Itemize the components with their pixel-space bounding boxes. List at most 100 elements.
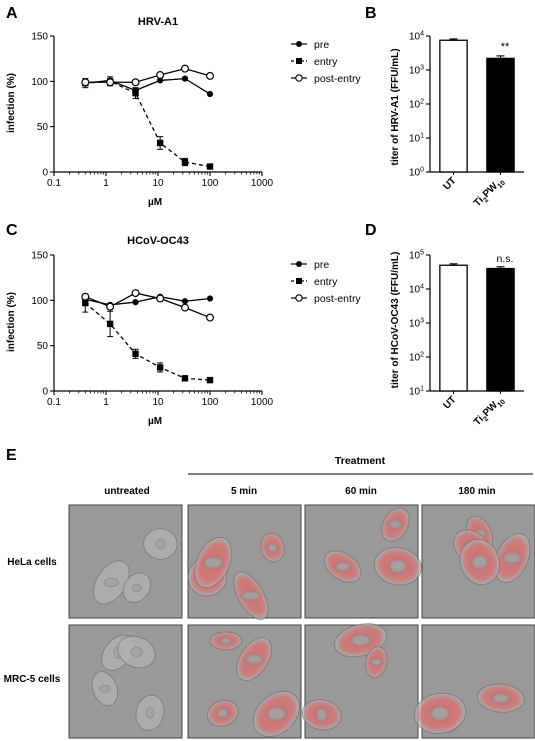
bar-Ti2PW10 (486, 267, 515, 392)
cell-nucleus (267, 543, 278, 552)
titer-bar-chart-b: titer of HRV-A1 (FFU/mL) ** 100101102103… (390, 31, 524, 210)
data-point-entry (132, 89, 139, 97)
y-tick-label: 150 (31, 32, 48, 43)
x-tick-label: 10 (152, 397, 164, 408)
subscript: 2 (482, 196, 490, 204)
legend-label-pre: pre (314, 39, 329, 51)
column-label-untreated: untreated (104, 486, 150, 497)
y-tick-label: 104 (409, 31, 424, 43)
data-point-post-entry (81, 292, 90, 301)
legend-marker-post-entry (295, 74, 303, 82)
chart-b-significance: ** (501, 41, 510, 53)
legend-label-post-entry: post-entry (314, 293, 361, 305)
data-point-entry (82, 299, 89, 307)
micrograph-untreated (68, 624, 183, 739)
data-point-post-entry (106, 302, 115, 311)
data-point-post-entry (131, 78, 140, 87)
chart-a-title: HRV-A1 (138, 16, 178, 28)
chart-a-axes: 0 50 100 150 0.1 1 10 100 1000 (31, 32, 273, 190)
micrograph-treated (187, 504, 302, 620)
bar-Ti2PW10 (486, 57, 515, 173)
y-tick-exponent: 4 (420, 284, 424, 291)
row-label-mrc5: MRC-5 cells (4, 674, 61, 685)
cell-nucleus (219, 637, 232, 645)
data-point-pre (206, 90, 214, 98)
data-point-entry (206, 163, 214, 170)
treatment-label: Treatment (335, 455, 386, 467)
chart-b-ylabel: titer of HRV-A1 (FFU/mL) (390, 48, 401, 165)
micrograph-treated (421, 504, 535, 619)
cell-nucleus (130, 647, 143, 657)
subscript: 10 (497, 180, 508, 191)
y-tick-exponent: 5 (420, 250, 424, 257)
cell-nucleus (350, 634, 371, 647)
micrograph-treated (304, 504, 422, 619)
cell-nucleus (316, 707, 328, 722)
cell-nucleus (245, 654, 263, 665)
y-tick-exponent: 0 (420, 167, 424, 174)
x-tick-label: 1 (103, 178, 109, 189)
chart-a-legend: pre entry post-entry (291, 39, 361, 85)
series-line-post-entry (85, 67, 211, 83)
y-tick-label: 105 (409, 250, 424, 262)
x-tick-label: 1000 (251, 397, 274, 408)
y-tick-label: 150 (31, 251, 48, 262)
y-tick-exponent: 4 (420, 31, 424, 38)
y-tick-label: 50 (37, 341, 49, 352)
legend-label-pre: pre (314, 259, 329, 271)
y-tick-label: 101 (409, 133, 424, 145)
cell-nucleus (370, 658, 383, 667)
cell-nucleus (266, 707, 286, 721)
data-point-post-entry (131, 289, 140, 298)
subscript: 2 (482, 415, 490, 423)
cell-nucleus (155, 538, 166, 550)
data-point-post-entry (180, 64, 189, 73)
chart-c-xlabel: µM (148, 416, 162, 427)
chart-b-marks (439, 38, 515, 173)
chart-a-ylabel: infection (%) (6, 73, 17, 133)
micrograph-untreated (68, 504, 183, 619)
y-tick-exponent: 1 (420, 133, 424, 140)
legend-label-entry: entry (314, 276, 338, 288)
data-point-pre (157, 77, 164, 84)
cell-nucleus (335, 561, 351, 572)
chart-c-marks (81, 289, 215, 384)
y-tick-label: 101 (409, 386, 424, 398)
panel-letter-b: B (365, 5, 377, 22)
x-tick-label: UT (441, 175, 458, 192)
y-tick-label: 0 (42, 168, 48, 179)
y-tick-label: 50 (37, 122, 49, 133)
y-tick-exponent: 2 (420, 352, 424, 359)
data-point-entry (181, 375, 189, 382)
cell-nucleus (103, 577, 119, 588)
chart-c-title: HCoV-OC43 (127, 235, 189, 247)
row-label-hela: HeLa cells (7, 557, 57, 568)
data-point-entry (132, 350, 139, 358)
cell-nucleus (388, 520, 402, 530)
y-tick-label: 100 (31, 77, 48, 88)
titer-bar-chart-d: titer of HCoV-OC43 (FFU/mL) n.s. 1011021… (390, 250, 524, 429)
y-tick-label: 102 (409, 99, 424, 111)
data-point-post-entry (106, 78, 115, 87)
data-point-entry (156, 364, 164, 371)
panel-letter-c: C (6, 222, 18, 239)
data-point-post-entry (156, 294, 165, 303)
series-line-entry (84, 302, 211, 381)
series-line-post-entry (85, 292, 211, 319)
chart-c-axes: 0 50 100 150 0.1 1 10 100 1000 (31, 251, 273, 409)
x-tick-label: UT (441, 394, 458, 411)
micrograph-treated (414, 624, 535, 739)
data-point-entry (206, 376, 214, 384)
infection-line-chart-a: HRV-A1 infection (%) µM 0 50 100 150 0.1 1 10 1… (6, 16, 274, 208)
x-tick-label: 0.1 (47, 397, 61, 408)
chart-a-xlabel: µM (148, 197, 162, 208)
x-tick-label: 1 (103, 397, 109, 408)
micrograph-grid (68, 504, 535, 739)
y-tick-label: 103 (409, 318, 424, 330)
column-label-60min: 60 min (345, 486, 377, 497)
data-point-entry (106, 320, 114, 328)
data-point-entry (181, 158, 189, 166)
legend-marker-pre (296, 41, 302, 47)
column-label-180min: 180 min (458, 486, 495, 497)
